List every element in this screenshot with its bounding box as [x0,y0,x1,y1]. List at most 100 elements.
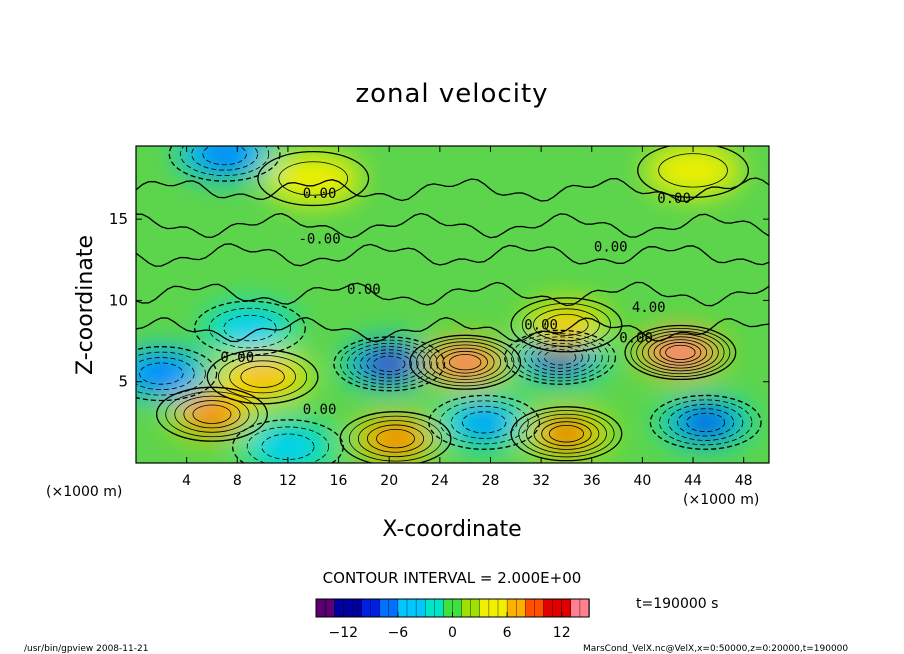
colorbar-swatch [352,598,363,618]
contour-line [333,336,446,392]
x-tick-label: 48 [735,473,753,489]
colorbar-swatch [370,598,381,618]
colorbar-swatch [324,598,335,618]
contour-label: -0.00 [298,232,340,248]
y-axis: 5 10 15 [109,210,769,391]
y-axis-label: Z-coordinate [73,235,98,375]
footer-left: /usr/bin/gpview 2008-11-21 [24,644,148,654]
field-blob [667,345,694,360]
x-axis-label: X-coordinate [382,517,521,542]
contour-line [218,354,308,399]
contour-label: 0.00 [524,318,558,334]
contour-line [450,405,518,439]
contour-line [630,327,731,377]
colorbar-swatch [452,598,463,618]
plot-frame [135,145,770,464]
x-unit-right: (×1000 m) [683,492,759,508]
contour-line [518,410,615,458]
colorbar-swatch [461,598,472,618]
contour-line [510,297,623,353]
colorbar-swatch [406,598,417,618]
contour-line [517,336,603,379]
time-text: t=190000 s [636,596,718,612]
contour-line [191,146,258,171]
contour-interval-text: CONTOUR INTERVAL = 2.000E+00 [323,569,582,587]
contour-label: 0.00 [303,402,337,418]
colorbar-swatch [315,598,326,618]
contour-line [647,336,713,369]
contour-line [357,420,434,458]
contour-line [530,342,590,372]
contour-line [246,426,330,463]
contour-line [543,349,577,366]
contour-line [544,313,589,336]
contour-line [136,346,218,402]
colorbar-swatch [397,598,408,618]
footer-right: MarsCond_VelX.nc@VelX,x=0:50000,z=0:2000… [583,644,848,654]
x-tick-label: 4 [182,473,191,489]
contour-line [257,150,370,207]
colorbar-swatch [388,598,399,618]
colorbar-swatch [434,598,445,618]
contour-line [429,344,502,380]
y-tick-label: 15 [109,210,128,228]
contour-line [448,354,482,371]
field-blob [685,411,727,434]
contour-label: 0.00 [303,186,337,202]
contour-line [136,357,195,391]
contour-line [658,153,728,188]
contour-line [192,404,232,424]
contour-line [139,362,184,385]
colorbar-swatch [425,598,436,618]
contour-line [367,424,425,453]
contour-line [442,350,488,374]
colorbar-swatch [552,598,563,618]
colorbar-ticks: −12 −6 0 6 12 [329,612,571,641]
contour-line [668,403,744,441]
contour-label: 0.00 [220,350,254,366]
contour-line [180,146,270,176]
contour-line [435,347,495,377]
contour-line [524,339,597,376]
field-blob [259,431,317,463]
x-tick-label: 40 [633,473,651,489]
contour-line [208,307,292,349]
x-tick-label: 28 [482,473,500,489]
colorbar-swatch [579,598,590,618]
contour-line [677,408,735,437]
x-unit-left: (×1000 m) [46,484,122,500]
contour-line [422,341,508,384]
contour-line [136,351,206,396]
contour-line [510,333,610,382]
contour-line [461,411,507,434]
contour-line [428,394,541,450]
colorbar-swatch [488,598,499,618]
x-tick-label: 16 [330,473,348,489]
contour-line [533,308,600,342]
contour-line [409,334,522,390]
plot-area: 0.00 0.00 -0.00 0.00 0.00 4.00 0.00 0.00 0.00 0.0… [136,146,769,463]
contour-line [261,433,315,460]
contour-label: 0.00 [619,331,653,347]
x-tick-label: 24 [431,473,449,489]
field-blob [221,312,279,344]
contour-line [231,419,344,463]
field-blob [550,425,583,443]
colorbar-swatch [415,598,426,618]
contour-line [376,428,415,449]
y-tick-label: 10 [109,291,128,309]
contour-line [373,355,406,372]
colorbar-swatch [525,598,536,618]
field-blob [195,146,254,170]
contour-label: 4.00 [632,300,666,316]
colorbar [315,598,590,618]
colorbar-swatch [443,598,454,618]
colorbar-swatch [506,598,517,618]
contour-line [642,333,719,372]
contour-label: 0.00 [347,282,381,298]
contour-line [548,424,584,443]
contour-line [202,146,247,166]
contour-line [174,395,250,433]
contour-line [183,400,241,429]
colorbar-swatch [470,598,481,618]
